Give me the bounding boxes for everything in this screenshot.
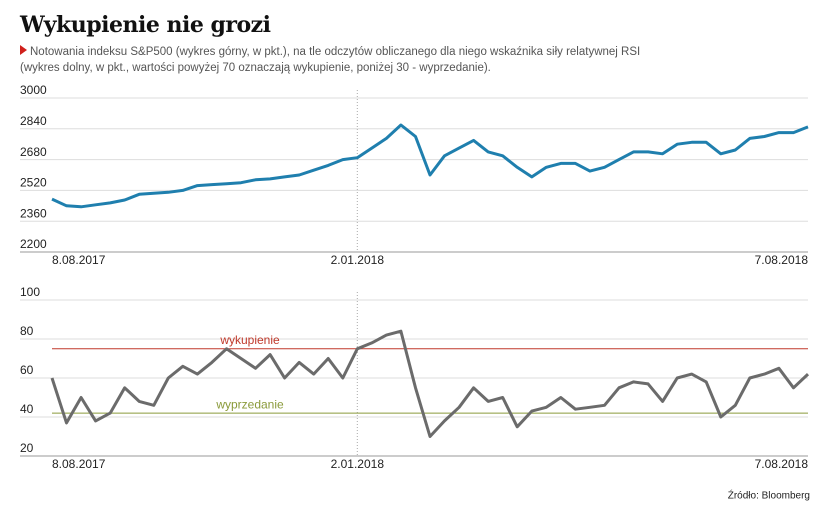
x-tick-label: 8.08.2017 bbox=[52, 253, 106, 267]
data-line bbox=[51, 123, 809, 209]
y-tick-label: 100 bbox=[20, 285, 40, 299]
x-tick-label: 8.08.2017 bbox=[52, 457, 106, 471]
y-tick-label: 20 bbox=[20, 441, 34, 455]
subtitle-block: Notowania indeksu S&P500 (wykres górny, … bbox=[20, 44, 670, 76]
x-tick-label: 7.08.2018 bbox=[755, 457, 809, 471]
y-tick-label: 2680 bbox=[20, 145, 47, 159]
y-tick-label: 40 bbox=[20, 402, 34, 416]
marker bbox=[20, 45, 27, 55]
source: Źródło: Bloomberg bbox=[728, 489, 810, 502]
reference-label: wyprzedanie bbox=[215, 397, 284, 411]
reference-label: wykupienie bbox=[219, 333, 280, 347]
subtitle: Notowania indeksu S&P500 (wykres górny, … bbox=[20, 46, 641, 74]
y-tick-label: 2520 bbox=[20, 176, 47, 190]
y-tick-label: 2360 bbox=[20, 206, 47, 220]
x-tick-label: 2.01.2018 bbox=[331, 253, 385, 267]
y-tick-label: 80 bbox=[20, 324, 34, 338]
y-tick-label: 60 bbox=[20, 363, 34, 377]
y-tick-label: 3000 bbox=[20, 83, 47, 97]
x-tick-label: 2.01.2018 bbox=[331, 457, 385, 471]
y-tick-label: 2200 bbox=[20, 237, 47, 251]
x-tick-label: 7.08.2018 bbox=[755, 253, 809, 267]
y-tick-label: 2840 bbox=[20, 114, 47, 128]
data-line bbox=[50, 329, 810, 438]
title: Wykupienie nie grozi bbox=[20, 12, 271, 38]
